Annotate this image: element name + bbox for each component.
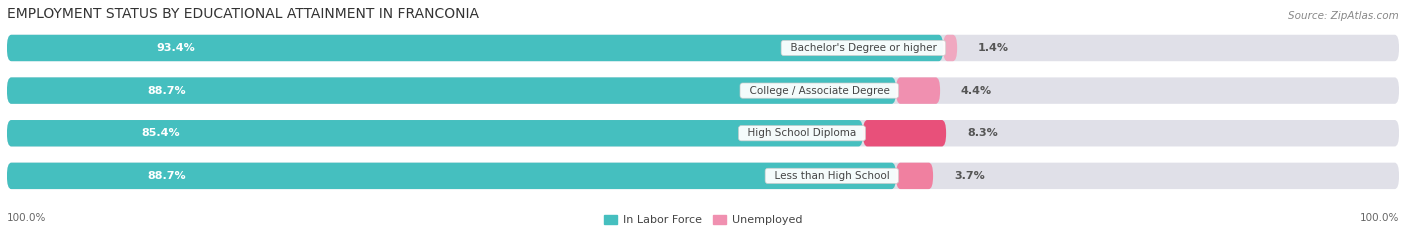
Text: 100.0%: 100.0%	[7, 213, 46, 223]
Text: 88.7%: 88.7%	[148, 171, 186, 181]
Text: 1.4%: 1.4%	[979, 43, 1010, 53]
FancyBboxPatch shape	[896, 163, 934, 189]
Text: 8.3%: 8.3%	[967, 128, 998, 138]
FancyBboxPatch shape	[7, 77, 1399, 104]
FancyBboxPatch shape	[863, 120, 946, 147]
FancyBboxPatch shape	[7, 77, 896, 104]
FancyBboxPatch shape	[7, 163, 1399, 189]
Legend: In Labor Force, Unemployed: In Labor Force, Unemployed	[603, 215, 803, 225]
FancyBboxPatch shape	[7, 35, 943, 61]
Text: Source: ZipAtlas.com: Source: ZipAtlas.com	[1288, 11, 1399, 21]
Text: 93.4%: 93.4%	[156, 43, 195, 53]
FancyBboxPatch shape	[7, 35, 1399, 61]
FancyBboxPatch shape	[7, 120, 1399, 147]
Text: 88.7%: 88.7%	[148, 86, 186, 96]
Text: 4.4%: 4.4%	[960, 86, 993, 96]
Text: College / Associate Degree: College / Associate Degree	[742, 86, 896, 96]
Text: 85.4%: 85.4%	[142, 128, 180, 138]
FancyBboxPatch shape	[7, 120, 863, 147]
Text: 100.0%: 100.0%	[1360, 213, 1399, 223]
FancyBboxPatch shape	[896, 77, 941, 104]
Text: EMPLOYMENT STATUS BY EDUCATIONAL ATTAINMENT IN FRANCONIA: EMPLOYMENT STATUS BY EDUCATIONAL ATTAINM…	[7, 7, 479, 21]
Text: High School Diploma: High School Diploma	[741, 128, 863, 138]
Text: Less than High School: Less than High School	[768, 171, 896, 181]
FancyBboxPatch shape	[7, 163, 896, 189]
FancyBboxPatch shape	[943, 35, 957, 61]
Text: Bachelor's Degree or higher: Bachelor's Degree or higher	[783, 43, 943, 53]
Text: 3.7%: 3.7%	[953, 171, 984, 181]
